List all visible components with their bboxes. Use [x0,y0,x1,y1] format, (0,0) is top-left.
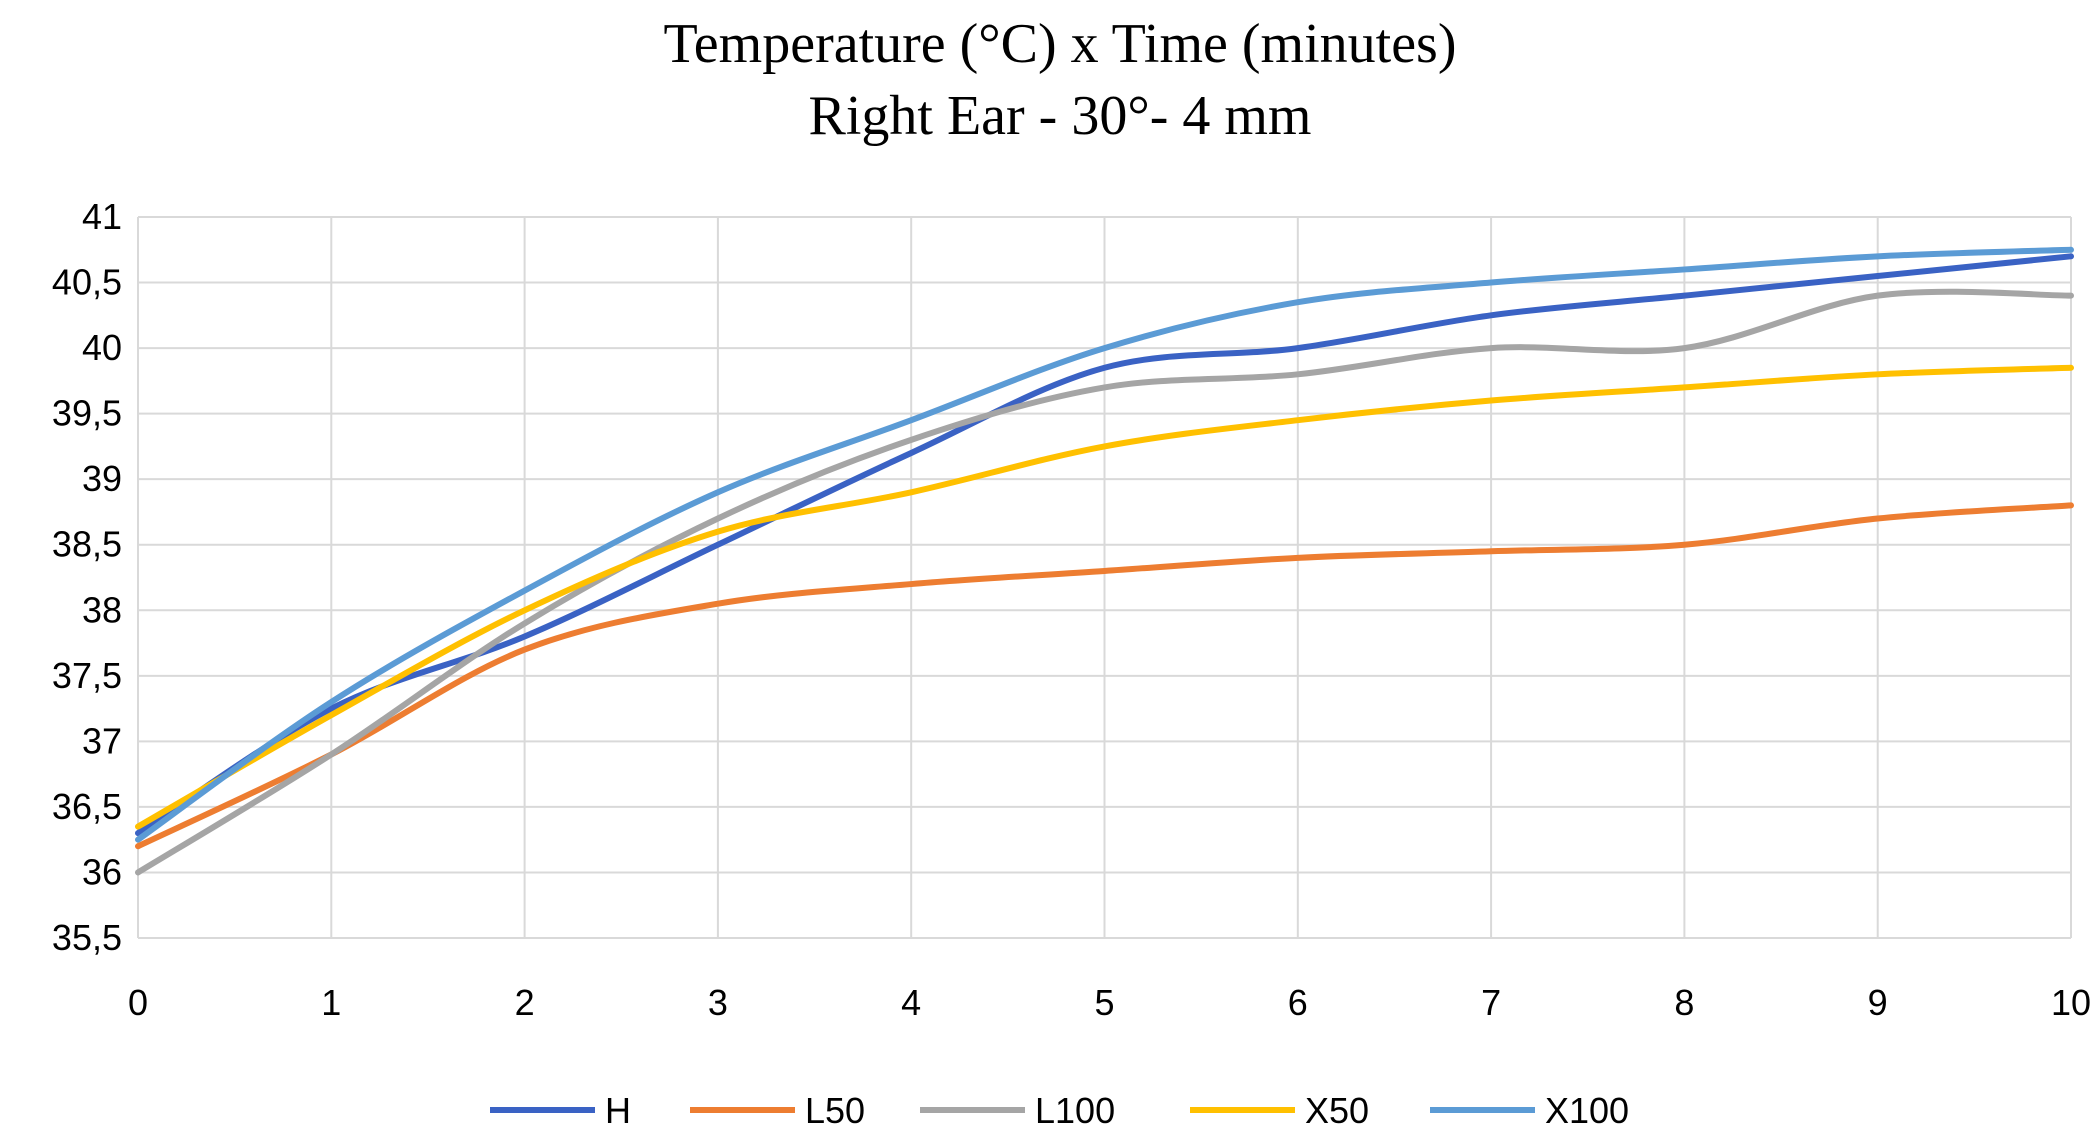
y-tick-label: 37,5 [52,655,122,696]
series-line-x50 [135,364,2074,830]
y-tick-label: 37 [82,720,122,761]
y-tick-label: 39,5 [52,393,122,434]
x-tick-label: 4 [901,982,921,1023]
x-tick-label: 8 [1674,982,1694,1023]
y-tick-label: 38,5 [52,524,122,565]
x-tick-label: 5 [1094,982,1114,1023]
x-tick-label: 10 [2051,982,2091,1023]
x-tick-label: 6 [1288,982,1308,1023]
x-tick-label: 3 [708,982,728,1023]
y-tick-label: 40 [82,327,122,368]
y-tick-label: 39 [82,458,122,499]
grid [137,216,2072,939]
legend-label-x50: X50 [1305,1090,1369,1131]
chart-title: Temperature (°C) x Time (minutes) [664,13,1457,75]
series-line-l50 [135,502,2074,850]
y-tick-label: 35,5 [52,917,122,958]
y-tick-label: 38 [82,589,122,630]
y-tick-label: 36,5 [52,786,122,827]
y-tick-label: 40,5 [52,262,122,303]
legend-label-l50: L50 [805,1090,865,1131]
x-tick-label: 9 [1868,982,1888,1023]
series-line-h [135,253,2074,837]
y-tick-label: 36 [82,851,122,892]
x-tick-label: 1 [321,982,341,1023]
legend: H L50 L100 X50 X100 [490,1090,1629,1131]
series-line-x100 [135,246,2074,843]
x-axis: 0 1 2 3 4 5 6 7 8 9 10 [128,982,2091,1023]
x-tick-label: 2 [515,982,535,1023]
legend-label-l100: L100 [1035,1090,1115,1131]
y-tick-label: 41 [82,196,122,237]
series-line-l100 [135,288,2074,876]
x-tick-label: 7 [1481,982,1501,1023]
chart-subtitle: Right Ear - 30°- 4 mm [809,85,1312,147]
y-axis: 35,5 36 36,5 37 37,5 38 38,5 39 39,5 40 40,5 41 [52,196,122,958]
series-lines [135,246,2074,876]
legend-label-x100: X100 [1545,1090,1629,1131]
legend-label-h: H [605,1090,631,1131]
x-tick-label: 0 [128,982,148,1023]
